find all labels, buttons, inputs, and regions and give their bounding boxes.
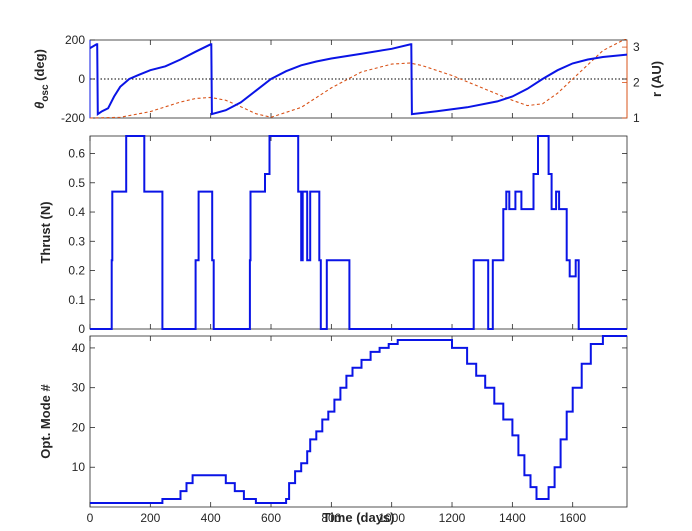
- y-right-tick-label: 1: [633, 111, 640, 125]
- panel-2: 0 0.1 0.2 0.3 0.4 0.5 0.6 Thrust (N): [38, 135, 628, 336]
- y-tick-label: 40: [72, 341, 86, 355]
- series-thrust-line: [90, 135, 627, 330]
- x-tick-label: 200: [140, 511, 160, 525]
- x-tick-label: 0: [87, 511, 94, 525]
- x-tick-label: 1000: [378, 511, 405, 525]
- y-tick-label: 30: [72, 381, 86, 395]
- y-axis-label: Opt. Mode #: [38, 384, 53, 459]
- x-tick-label: 1200: [439, 511, 466, 525]
- y-label-subscript: osc: [40, 84, 51, 102]
- y-tick-label: 0.1: [68, 293, 85, 307]
- y-tick-label: 0.2: [68, 264, 85, 278]
- x-tick-label: 400: [201, 511, 221, 525]
- y-tick-label: 0: [78, 322, 85, 336]
- series-mode-line: [90, 335, 627, 504]
- series-r-line: [90, 39, 627, 119]
- x-tick-label: 800: [321, 511, 341, 525]
- series-theta-line: [90, 43, 627, 116]
- plot-frame: [89, 335, 628, 508]
- y-tick-label: 20: [72, 420, 86, 434]
- x-tick-label: 1600: [559, 511, 586, 525]
- y-right-axis-label: r (AU): [649, 61, 664, 97]
- plot-frame: [89, 135, 628, 330]
- x-tick-label: 1400: [499, 511, 526, 525]
- y-tick-label: 0: [78, 72, 85, 86]
- y-right-tick-label: 3: [633, 40, 640, 54]
- y-tick-label: 200: [65, 33, 85, 47]
- y-tick-label: -200: [61, 111, 85, 125]
- y-tick-label: 10: [72, 460, 86, 474]
- y-label-symbol: θ: [32, 102, 47, 109]
- x-tick-label: 600: [261, 511, 281, 525]
- panel-1: -200 0 200 1 2 3 θosc (deg) r (AU): [32, 33, 664, 125]
- y-tick-label: 0.3: [68, 234, 85, 248]
- y-label-unit: (deg): [32, 49, 47, 84]
- x-axis-label: Time (days): [322, 510, 394, 525]
- y-tick-label: 0.5: [68, 176, 85, 190]
- y-axis-label: θosc (deg): [32, 49, 51, 109]
- y-tick-label: 0.4: [68, 205, 85, 219]
- y-axis-label: Thrust (N): [38, 201, 53, 263]
- y-tick-label: 0.6: [68, 147, 85, 161]
- y-right-tick-label: 2: [633, 76, 640, 90]
